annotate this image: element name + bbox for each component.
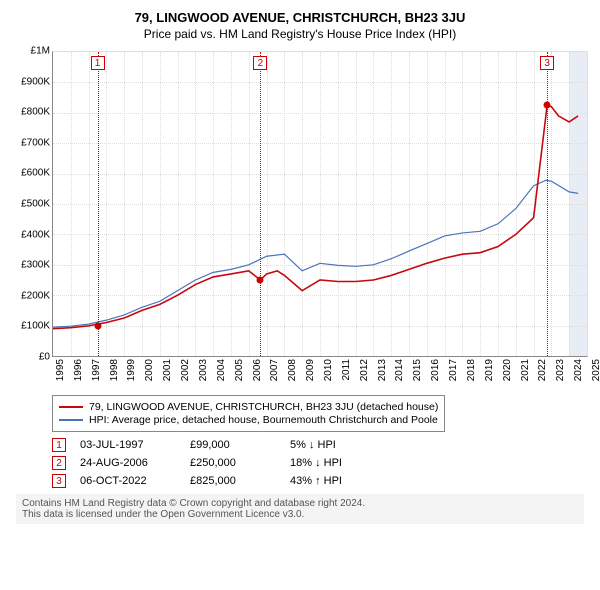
sale-marker-line [547,52,548,356]
x-tick-label: 1999 [126,359,137,381]
legend-item: 79, LINGWOOD AVENUE, CHRISTCHURCH, BH23 … [59,401,438,413]
chart-title: 79, LINGWOOD AVENUE, CHRISTCHURCH, BH23 … [8,10,592,25]
sale-diff: 18% ↓ HPI [290,457,390,469]
sale-price: £825,000 [190,475,276,487]
legend-label: HPI: Average price, detached house, Bour… [89,414,438,426]
sale-diff: 43% ↑ HPI [290,475,390,487]
footnote-line: This data is licensed under the Open Gov… [22,509,578,520]
x-tick-label: 2001 [162,359,173,381]
footnote: Contains HM Land Registry data © Crown c… [16,494,584,524]
x-tick-label: 2019 [484,359,495,381]
y-tick-label: £800K [21,107,50,118]
x-tick-label: 2004 [216,359,227,381]
sale-marker-dot [257,277,264,284]
sale-marker-box: 2 [253,56,267,70]
x-tick-label: 2025 [591,359,600,381]
y-tick-label: £700K [21,137,50,148]
y-tick-label: £400K [21,229,50,240]
legend-item: HPI: Average price, detached house, Bour… [59,414,438,426]
y-tick-label: £300K [21,260,50,271]
sale-num-box: 1 [52,438,66,452]
x-tick-label: 2008 [287,359,298,381]
sale-date: 24-AUG-2006 [80,457,176,469]
x-tick-label: 2013 [377,359,388,381]
x-tick-label: 2015 [412,359,423,381]
y-tick-label: £500K [21,199,50,210]
legend-swatch [59,406,83,408]
x-tick-label: 1998 [109,359,120,381]
sale-diff: 5% ↓ HPI [290,439,390,451]
chart: £0 £100K £200K £300K £400K £500K £600K £700K £80… [8,47,592,387]
sale-num-box: 2 [52,456,66,470]
x-tick-label: 1996 [73,359,84,381]
plot-area: 1 2 3 [52,51,588,357]
x-tick-label: 1997 [91,359,102,381]
sales-table: 1 03-JUL-1997 £99,000 5% ↓ HPI 2 24-AUG-2006 £… [52,438,584,488]
footnote-line: Contains HM Land Registry data © Crown c… [22,498,578,509]
x-tick-label: 2017 [448,359,459,381]
x-tick-label: 2016 [430,359,441,381]
legend-swatch [59,419,83,421]
y-tick-label: £600K [21,168,50,179]
sale-marker-line [260,52,261,356]
sale-marker-line [98,52,99,356]
chart-subtitle: Price paid vs. HM Land Registry's House … [8,27,592,41]
x-tick-label: 2020 [502,359,513,381]
legend-label: 79, LINGWOOD AVENUE, CHRISTCHURCH, BH23 … [89,401,438,413]
x-tick-label: 2005 [234,359,245,381]
x-tick-label: 1995 [55,359,66,381]
gridline-v [587,52,588,356]
legend: 79, LINGWOOD AVENUE, CHRISTCHURCH, BH23 … [52,395,445,432]
chart-lines [53,52,587,356]
y-tick-label: £200K [21,290,50,301]
x-tick-label: 2003 [198,359,209,381]
sale-row: 1 03-JUL-1997 £99,000 5% ↓ HPI [52,438,584,452]
x-tick-label: 2024 [573,359,584,381]
sale-marker-box: 1 [91,56,105,70]
x-tick-label: 2012 [359,359,370,381]
series-property [53,105,578,328]
x-tick-label: 2002 [180,359,191,381]
x-tick-label: 2010 [323,359,334,381]
x-tick-label: 2023 [555,359,566,381]
x-tick-label: 2000 [144,359,155,381]
y-tick-label: £1M [31,46,50,57]
y-tick-label: £100K [21,321,50,332]
sale-marker-box: 3 [540,56,554,70]
x-tick-label: 2022 [537,359,548,381]
x-tick-label: 2007 [269,359,280,381]
x-tick-label: 2011 [341,359,352,381]
sale-price: £250,000 [190,457,276,469]
x-axis: 1995 1996 1997 1998 1999 2000 2001 2002 2003 2004… [52,357,588,387]
y-tick-label: £0 [39,352,50,363]
sale-date: 03-JUL-1997 [80,439,176,451]
x-tick-label: 2009 [305,359,316,381]
sale-row: 2 24-AUG-2006 £250,000 18% ↓ HPI [52,456,584,470]
sale-price: £99,000 [190,439,276,451]
sale-row: 3 06-OCT-2022 £825,000 43% ↑ HPI [52,474,584,488]
x-tick-label: 2006 [252,359,263,381]
x-tick-label: 2021 [520,359,531,381]
sale-marker-dot [544,102,551,109]
x-tick-label: 2014 [394,359,405,381]
y-axis: £0£100K£200K£300K£400K£500K£600K£700K£80… [8,47,52,357]
x-tick-label: 2018 [466,359,477,381]
sale-num-box: 3 [52,474,66,488]
sale-date: 06-OCT-2022 [80,475,176,487]
sale-marker-dot [94,322,101,329]
series-hpi [53,180,578,327]
y-tick-label: £900K [21,76,50,87]
